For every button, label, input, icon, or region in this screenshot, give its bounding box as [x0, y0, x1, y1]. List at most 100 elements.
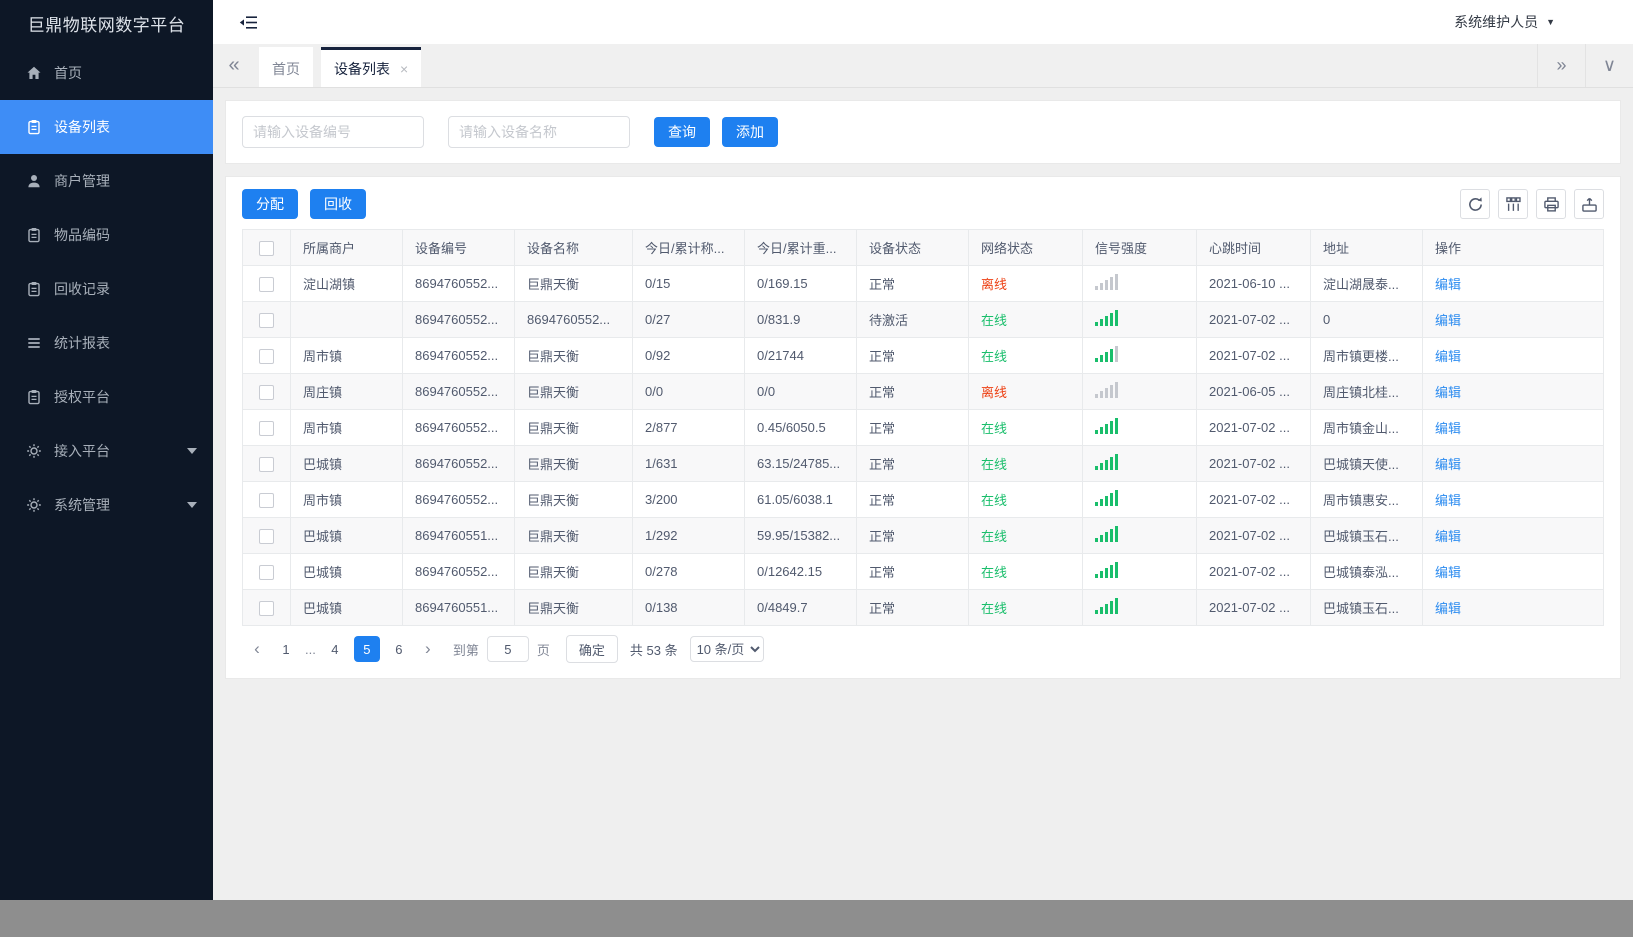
cell-network-status: 离线: [968, 373, 1083, 410]
cell-signal: [1082, 589, 1197, 626]
edit-link[interactable]: 编辑: [1435, 601, 1462, 616]
sidebar-item-device-list[interactable]: 设备列表: [0, 100, 213, 154]
cell-network-status: 在线: [968, 409, 1083, 446]
query-button[interactable]: 查询: [654, 117, 710, 147]
cell-action: 编辑: [1422, 301, 1604, 338]
confirm-button[interactable]: 确定: [565, 635, 618, 663]
row-checkbox[interactable]: [259, 348, 274, 364]
device-number-input[interactable]: [242, 116, 424, 148]
close-icon[interactable]: ×: [400, 60, 409, 77]
recycle-button[interactable]: 回收: [310, 189, 366, 219]
row-checkbox[interactable]: [259, 600, 274, 616]
header-checkbox-cell: [242, 229, 291, 266]
row-checkbox[interactable]: [259, 276, 274, 292]
sidebar-item-system[interactable]: 系统管理: [0, 478, 213, 532]
assign-button[interactable]: 分配: [242, 189, 298, 219]
sidebar-item-reports[interactable]: 统计报表: [0, 316, 213, 370]
column-header: 操作: [1422, 229, 1604, 266]
row-checkbox[interactable]: [259, 384, 274, 400]
pagination: ‹ 1... 456 › 到第 页 确定 共 53 条 10 条/页: [242, 626, 1604, 672]
tab-home[interactable]: 首页: [259, 47, 313, 87]
tabs-scroll-right-icon[interactable]: »: [1537, 44, 1585, 87]
cell-action: 编辑: [1422, 553, 1604, 590]
user-menu[interactable]: 系统维护人员 ▼: [1454, 12, 1555, 32]
device-name-input[interactable]: [448, 116, 630, 148]
cell-device-status: 正常: [856, 517, 969, 554]
export-button[interactable]: [1574, 189, 1604, 219]
add-button[interactable]: 添加: [722, 117, 778, 147]
collapse-sidebar-icon[interactable]: [239, 15, 258, 30]
checkbox-cell: [242, 337, 291, 374]
cell-today-weight: 0/169.15: [744, 265, 857, 302]
sidebar-item-merchants[interactable]: 商户管理: [0, 154, 213, 208]
cell-device-name: 巨鼎天衡: [514, 589, 633, 626]
tabs-menu-chevron-down-icon[interactable]: ∨: [1585, 44, 1633, 87]
sidebar-item-access[interactable]: 接入平台: [0, 424, 213, 478]
select-all-checkbox[interactable]: [259, 240, 274, 256]
sidebar-item-home[interactable]: 首页: [0, 46, 213, 100]
row-checkbox[interactable]: [259, 456, 274, 472]
edit-link[interactable]: 编辑: [1435, 493, 1462, 508]
clipboard-icon: [26, 119, 44, 136]
cell-device-status: 正常: [856, 265, 969, 302]
cell-merchant: 周市镇: [290, 337, 403, 374]
cell-merchant: 巴城镇: [290, 553, 403, 590]
checkbox-cell: [242, 409, 291, 446]
chevron-down-icon: [187, 502, 197, 508]
page-size-select[interactable]: 10 条/页: [689, 636, 764, 662]
jump-page-input[interactable]: [486, 636, 529, 662]
tab-device-list[interactable]: 设备列表 ×: [321, 47, 422, 87]
edit-link[interactable]: 编辑: [1435, 277, 1462, 292]
tabs-scroll-left-icon[interactable]: «: [228, 54, 240, 76]
table-row: 周市镇 8694760552... 巨鼎天衡 2/877 0.45/6050.5 正常 在线…: [242, 409, 1604, 446]
chevron-down-icon: [187, 448, 197, 454]
edit-link[interactable]: 编辑: [1435, 421, 1462, 436]
main-area: 系统维护人员 ▼ « 首页 设备列表 × » ∨ 查询 添加 分配: [213, 0, 1633, 900]
row-checkbox[interactable]: [259, 528, 274, 544]
row-checkbox[interactable]: [259, 492, 274, 508]
edit-link[interactable]: 编辑: [1435, 349, 1462, 364]
pagination-page-4[interactable]: 4: [331, 641, 339, 657]
edit-link[interactable]: 编辑: [1435, 529, 1462, 544]
cell-device-name: 巨鼎天衡: [514, 265, 633, 302]
signal-strength-icon: [1095, 598, 1118, 614]
sidebar-item-label: 系统管理: [54, 497, 110, 513]
cell-address: 巴城镇玉石...: [1310, 517, 1423, 554]
cell-today-count: 0/278: [632, 553, 745, 590]
column-header: 设备状态: [856, 229, 969, 266]
row-checkbox[interactable]: [259, 420, 274, 436]
table-body: 淀山湖镇 8694760552... 巨鼎天衡 0/15 0/169.15 正常 离线 202…: [242, 265, 1604, 626]
page-next-icon[interactable]: ›: [425, 639, 431, 658]
edit-link[interactable]: 编辑: [1435, 385, 1462, 400]
row-checkbox[interactable]: [259, 312, 274, 328]
pagination-page-5[interactable]: 5: [353, 636, 380, 662]
print-button[interactable]: [1536, 189, 1566, 219]
cell-network-status: 在线: [968, 481, 1083, 518]
column-header: 所属商户: [290, 229, 403, 266]
cell-merchant: 周市镇: [290, 409, 403, 446]
edit-link[interactable]: 编辑: [1435, 565, 1462, 580]
cell-address: 周市镇惠安...: [1310, 481, 1423, 518]
pagination-page-1[interactable]: 1: [282, 641, 290, 657]
refresh-button[interactable]: [1460, 189, 1490, 219]
edit-link[interactable]: 编辑: [1435, 457, 1462, 472]
cell-device-number: 8694760552...: [402, 301, 515, 338]
user-icon: [26, 173, 44, 190]
cell-merchant: 淀山湖镇: [290, 265, 403, 302]
jump-to-label: 到第: [452, 642, 479, 658]
sidebar: 巨鼎物联网数字平台 首页 设备列表 商户管理 物品编码 回收记录 统计报表 授权平台 接入平台…: [0, 0, 213, 900]
edit-link[interactable]: 编辑: [1435, 313, 1462, 328]
print-icon: [1543, 196, 1559, 212]
sidebar-item-recycle[interactable]: 回收记录: [0, 262, 213, 316]
sidebar-item-item-codes[interactable]: 物品编码: [0, 208, 213, 262]
cell-address: 淀山湖晟泰...: [1310, 265, 1423, 302]
page-prev-icon[interactable]: ‹: [254, 639, 260, 658]
column-header: 设备名称: [514, 229, 633, 266]
row-checkbox[interactable]: [259, 564, 274, 580]
sidebar-item-auth[interactable]: 授权平台: [0, 370, 213, 424]
cell-device-number: 8694760551...: [402, 589, 515, 626]
table-row: 淀山湖镇 8694760552... 巨鼎天衡 0/15 0/169.15 正常 离线 202…: [242, 265, 1604, 302]
pagination-page-6[interactable]: 6: [395, 641, 403, 657]
columns-button[interactable]: [1498, 189, 1528, 219]
cell-device-number: 8694760552...: [402, 553, 515, 590]
